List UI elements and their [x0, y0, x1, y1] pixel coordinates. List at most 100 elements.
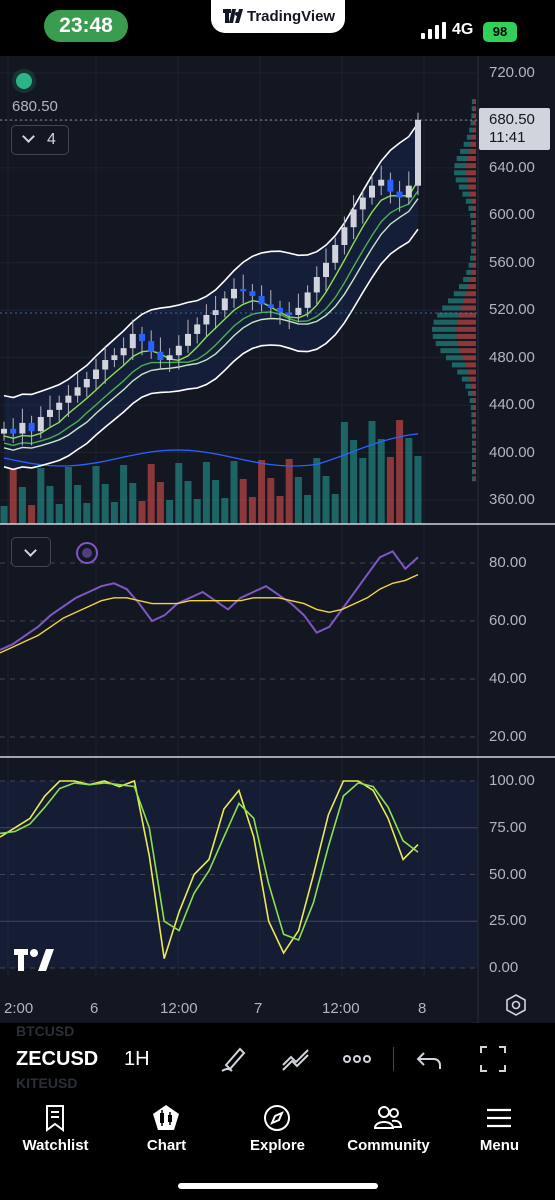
volume-bar: [166, 500, 174, 524]
nav-explore[interactable]: Explore: [222, 1095, 333, 1167]
sync-icon[interactable]: [76, 542, 98, 564]
volume-bar: [396, 420, 404, 524]
market-status-dot[interactable]: [16, 73, 32, 89]
volume-profile-up: [453, 291, 466, 297]
volume-profile-down: [469, 376, 476, 382]
more-dots-icon[interactable]: [341, 1043, 373, 1075]
nav-menu[interactable]: Menu: [444, 1095, 555, 1167]
next-symbol[interactable]: KITEUSD: [16, 1075, 78, 1091]
volume-bar: [331, 494, 339, 524]
volume-bar: [267, 478, 275, 524]
volume-bar: [350, 440, 358, 524]
settings-icon[interactable]: [505, 994, 527, 1016]
price-axis-tick: 560.00: [489, 253, 535, 271]
volume-profile-up: [465, 198, 472, 204]
volume-profile-down: [473, 241, 476, 247]
volume-bar: [0, 506, 8, 524]
price-axis-tick: 720.00: [489, 64, 535, 81]
candle-body: [185, 333, 191, 346]
chart-canvas[interactable]: [0, 56, 555, 1023]
nav-menu-label: Menu: [479, 1137, 520, 1154]
volume-profile-down: [473, 120, 476, 126]
price-axis-tick: 480.00: [489, 348, 535, 366]
last-price-label: 680.50: [12, 98, 58, 115]
candle-body: [332, 244, 339, 263]
candle-body: [148, 341, 155, 352]
volume-bar: [74, 485, 82, 524]
volume-bar: [239, 479, 247, 524]
rsi-collapse-button[interactable]: [11, 537, 51, 567]
volume-bar: [193, 499, 201, 524]
volume-bar: [340, 422, 348, 524]
candle-body: [304, 292, 311, 308]
candle-body: [65, 395, 72, 403]
nav-community[interactable]: Community: [333, 1095, 444, 1167]
volume-profile-up: [471, 469, 475, 475]
candle-body: [10, 428, 17, 434]
volume-profile-up: [471, 106, 475, 112]
volume-profile-down: [471, 269, 476, 275]
price-axis-tick: 600.00: [489, 206, 535, 224]
candle-body: [323, 262, 329, 278]
volume-profile-up: [432, 333, 457, 339]
chart-area[interactable]: 680.50 4 720.00 640.00 600.00 560.00 520.00 4…: [0, 56, 555, 1023]
chevron-down-icon: [24, 544, 37, 557]
volume-profile-up: [461, 376, 470, 382]
symbol-name[interactable]: ZECUSD: [16, 1048, 99, 1070]
volume-profile-up: [435, 341, 458, 347]
nav-watchlist[interactable]: Watchlist: [0, 1095, 111, 1167]
nav-chart[interactable]: Chart: [111, 1095, 222, 1167]
indicators-collapse-button[interactable]: 4: [11, 125, 69, 155]
volume-profile-up: [442, 305, 461, 311]
indicators-count: 4: [47, 131, 56, 148]
nav-watchlist-label: Watchlist: [22, 1137, 89, 1154]
candle-body: [47, 409, 53, 417]
volume-bar: [294, 477, 302, 524]
volume-profile-down: [466, 163, 476, 169]
volume-profile-up: [456, 156, 468, 162]
volume-profile-up: [471, 113, 474, 119]
bollinger-fill: [4, 123, 418, 470]
volume-profile-up: [460, 148, 469, 154]
network-type: 4G: [452, 21, 474, 38]
volume-profile-up: [470, 248, 474, 254]
status-time: 23:48: [44, 10, 128, 42]
ema-slow-line: [3, 198, 419, 451]
volume-profile-down: [474, 476, 476, 482]
compass-icon: [264, 1105, 290, 1131]
fullscreen-icon[interactable]: [477, 1043, 509, 1075]
draw-brush-icon[interactable]: [218, 1043, 250, 1075]
volume-profile-up: [469, 127, 473, 133]
rsi-axis-tick: 20.00: [489, 728, 527, 745]
volume-profile-down: [468, 284, 476, 290]
volume-profile-down: [459, 348, 476, 354]
volume-profile-down: [473, 405, 476, 411]
volume-bar: [55, 504, 63, 524]
volume-profile-down: [474, 419, 476, 425]
volume-bar: [64, 467, 72, 524]
volume-profile-down: [473, 412, 476, 418]
candle-body: [139, 333, 145, 342]
volume-bar: [37, 468, 45, 524]
volume-profile-down: [474, 227, 476, 233]
signal-icon: [421, 22, 446, 39]
candle-body: [157, 351, 164, 361]
interval-button[interactable]: 1H: [124, 1048, 150, 1070]
stoch-axis-tick: 25.00: [489, 912, 527, 930]
volume-profile-up: [466, 269, 472, 275]
bottom-navigation: Watchlist Chart Explore Community: [0, 1095, 555, 1200]
previous-symbol[interactable]: BTCUSD: [16, 1023, 75, 1039]
current-price-value: 680.50: [489, 111, 535, 128]
candle-body: [258, 295, 265, 305]
candle-body: [387, 179, 394, 192]
volume-profile-down: [457, 341, 476, 347]
stoch-band-fill: [0, 781, 478, 968]
volume-profile-up: [471, 447, 475, 453]
time-axis-tick: 8: [418, 1000, 427, 1017]
volume-profile-down: [474, 469, 476, 475]
volume-profile-up: [458, 284, 469, 290]
trend-tools-icon[interactable]: [280, 1043, 312, 1075]
undo-icon[interactable]: [414, 1043, 446, 1075]
candle-body: [1, 428, 7, 434]
volume-bar: [368, 421, 376, 524]
